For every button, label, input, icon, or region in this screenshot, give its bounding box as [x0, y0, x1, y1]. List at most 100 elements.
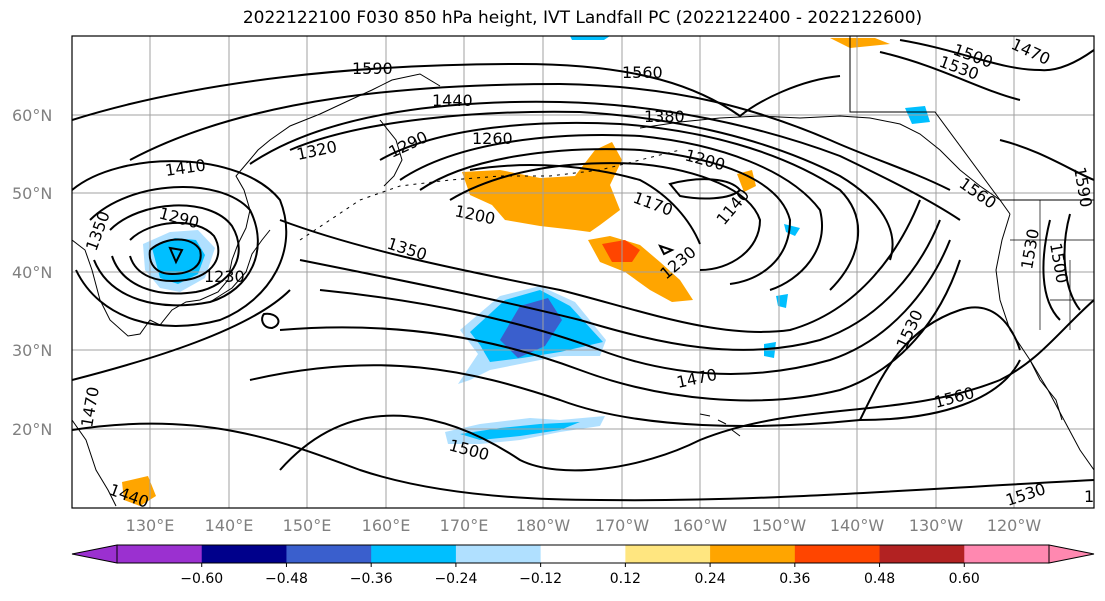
- height-contour: [399, 134, 823, 291]
- colorbar-over-triangle: [1048, 544, 1095, 564]
- colorbar-tick-label: 0.36: [779, 571, 810, 587]
- colorbar-under-triangle: [71, 544, 118, 564]
- height-contour: [1042, 219, 1061, 321]
- japan-coastline: [209, 229, 271, 303]
- height-contour: [999, 139, 1094, 181]
- height-contour: [109, 204, 240, 295]
- lon-label: 140°W: [830, 516, 885, 535]
- colorbar-ticks: −0.60 −0.48 −0.36 −0.24 −0.12 0.12 0.24 0.36 0.4…: [180, 563, 980, 587]
- lat-label-20n: 20°N: [12, 420, 52, 439]
- height-contour: [299, 219, 941, 351]
- colorbar-tick-label: −0.24: [434, 571, 477, 587]
- height-contour: [249, 100, 961, 221]
- colorbar-tick-label: 0.60: [949, 571, 980, 587]
- lon-label: 120°W: [987, 516, 1042, 535]
- height-contour: [1063, 213, 1081, 311]
- longitude-labels: 130°E 140°E 150°E 160°E 170°E 180°W 170°…: [126, 516, 1042, 535]
- lon-label: 140°E: [205, 516, 254, 535]
- colorbar-outline: [116, 544, 1050, 564]
- colorbar-cells: [116, 544, 1050, 564]
- colorbar-cell: [879, 545, 965, 563]
- height-contour: [72, 422, 1094, 502]
- height-contour: [279, 259, 961, 402]
- map-frame: [71, 35, 1095, 509]
- contour-label: 1260: [472, 129, 513, 148]
- lat-label-50n: 50°N: [12, 184, 52, 203]
- lon-label: 150°W: [752, 516, 807, 535]
- contour-label: 1380: [644, 107, 685, 126]
- china-coastline: [72, 419, 117, 507]
- lat-label-30n: 30°N: [12, 341, 52, 360]
- lat-label-60n: 60°N: [12, 106, 52, 125]
- colorbar-tick-label: 0.12: [610, 571, 641, 587]
- contour-label: 1560: [622, 63, 663, 82]
- negative-anomaly-core: [460, 422, 580, 440]
- na-west-coastline: [995, 213, 1094, 471]
- hawaii-islands: [699, 413, 741, 437]
- height-contours: [72, 39, 1094, 502]
- height-contour: [668, 178, 742, 200]
- negative-anomaly-region: [570, 36, 610, 40]
- colorbar-cell: [964, 545, 1050, 563]
- height-contour: [319, 239, 951, 375]
- height-contour: [879, 51, 1021, 101]
- lon-label: 150°E: [283, 516, 332, 535]
- height-contour: [449, 162, 762, 271]
- height-contour: [419, 148, 792, 285]
- us-state-borders: [1010, 200, 1094, 330]
- canada-border: [849, 36, 1094, 201]
- colorbar-cell: [286, 545, 372, 563]
- kamchatka-coastline: [379, 119, 403, 187]
- lon-label: 160°W: [673, 516, 728, 535]
- height-contour: [279, 199, 921, 333]
- lon-label: 180°W: [516, 516, 571, 535]
- height-contour: [168, 246, 184, 265]
- colorbar-cell: [625, 545, 711, 563]
- map-title: 2022122100 F030 850 hPa height, IVT Land…: [242, 8, 923, 28]
- contour-label: 1530: [1084, 487, 1105, 506]
- height-contour: [658, 244, 675, 256]
- coastlines: [72, 36, 1094, 507]
- height-contour: [72, 160, 288, 327]
- colorbar-tick-label: 0.24: [695, 571, 726, 587]
- positive-anomaly-region: [830, 38, 890, 48]
- baja-coastline: [1029, 359, 1063, 421]
- height-contour: [249, 359, 1021, 427]
- positive-anomaly-region: [462, 142, 622, 232]
- colorbar-cell: [710, 545, 796, 563]
- positive-anomaly-region: [737, 170, 756, 192]
- alaska-coastline: [639, 115, 1011, 215]
- colorbar-tick-label: −0.12: [519, 571, 562, 587]
- contour-label: 1440: [432, 91, 473, 110]
- height-contour: [129, 221, 220, 282]
- lon-label: 170°E: [440, 516, 489, 535]
- height-contour: [72, 289, 291, 381]
- colorbar-cell: [794, 545, 881, 563]
- colorbar-tick-label: −0.36: [350, 571, 393, 587]
- colorbar-cell: [540, 545, 626, 563]
- positive-anomaly-region: [122, 476, 156, 506]
- height-contour: [129, 82, 951, 191]
- colorbar-cell: [455, 545, 542, 563]
- colorbar: −0.60 −0.48 −0.36 −0.24 −0.12 0.12 0.24 0.36 0.4…: [71, 544, 1095, 587]
- lon-label: 170°W: [595, 516, 650, 535]
- height-contour: [279, 299, 1094, 472]
- asia-coastline: [72, 73, 441, 337]
- height-contour: [899, 39, 1094, 72]
- positive-anomaly-core: [602, 240, 640, 262]
- lon-label: 160°E: [362, 516, 411, 535]
- height-contour: [289, 110, 894, 261]
- height-contour: [261, 312, 280, 330]
- negative-anomaly-region: [784, 224, 800, 236]
- contour-label: 1590: [1070, 165, 1096, 208]
- colorbar-tick-label: −0.60: [180, 571, 223, 587]
- contour-label: 1230: [204, 267, 245, 286]
- height-contour: [859, 306, 1021, 421]
- colorbar-cell: [117, 545, 203, 563]
- lon-label: 130°E: [126, 516, 175, 535]
- colorbar-tick-label: −0.48: [265, 571, 308, 587]
- latitude-labels: 60°N 50°N 40°N 30°N 20°N: [12, 106, 52, 439]
- height-contour: [379, 121, 860, 291]
- height-contour: [89, 186, 259, 307]
